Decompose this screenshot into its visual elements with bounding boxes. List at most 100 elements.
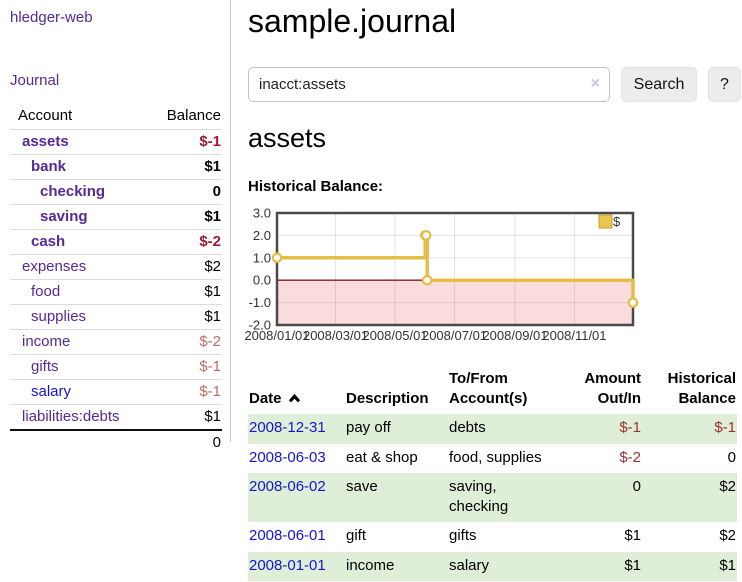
account-link-salary[interactable]: salary xyxy=(31,383,72,400)
chart-x-tick-label: 2008/09/01 xyxy=(482,328,547,343)
account-link-food[interactable]: food xyxy=(31,283,61,300)
cell-balance: $-1 xyxy=(714,419,736,437)
main-content: sample.journal × Search ? assets Histori… xyxy=(242,0,742,581)
chart-x-tick-label: 2008/01/01 xyxy=(244,328,309,343)
account-row: bank $1 xyxy=(10,154,222,180)
app-brand-link[interactable]: hledger-web xyxy=(10,9,93,26)
account-row: salary $-1 xyxy=(10,379,222,405)
cell-accounts: debts xyxy=(449,419,486,437)
register-header-amount: Amount Out/In xyxy=(584,369,641,408)
chart-y-tick-label: 3.0 xyxy=(253,205,271,220)
cell-amount: 0 xyxy=(632,477,641,495)
transaction-date-link[interactable]: 2008-06-01 xyxy=(249,527,326,545)
search-button[interactable]: Search xyxy=(621,67,697,103)
transaction-date-link[interactable]: 2008-06-02 xyxy=(249,477,326,495)
cell-accounts: food, supplies xyxy=(449,448,542,466)
search-row: × Search ? xyxy=(248,67,742,103)
chart-point xyxy=(420,229,432,241)
account-balance: $-1 xyxy=(144,379,222,405)
account-link-expenses[interactable]: expenses xyxy=(22,258,87,275)
account-balance: $-1 xyxy=(144,354,222,380)
cell-date: 2008-06-02 xyxy=(248,473,345,523)
account-balance: 0 xyxy=(144,179,222,205)
accounts-table-header: Account Balance xyxy=(10,104,222,130)
account-row: cash $-2 xyxy=(10,229,222,255)
chart-point xyxy=(421,274,433,286)
account-row: saving $1 xyxy=(10,204,222,230)
account-link-cash[interactable]: cash xyxy=(31,233,66,250)
cell-accounts: gifts xyxy=(449,527,477,545)
sidebar: hledger-web Journal Account Balance asse… xyxy=(0,0,231,455)
chart-border xyxy=(275,211,635,327)
chart-y-tick-label: 1.0 xyxy=(253,250,271,265)
chart-legend-label: $ xyxy=(613,214,621,229)
accounts-header-balance: Balance xyxy=(166,107,221,124)
register-header-row: Date Description To/From Account(s) Amou… xyxy=(248,367,737,415)
account-balance: $1 xyxy=(144,204,222,230)
register-header-balance: Historical Balance xyxy=(667,369,736,408)
cell-amount: $-1 xyxy=(619,419,641,437)
register-header-date[interactable]: Date xyxy=(248,367,345,415)
chart-label: Historical Balance: xyxy=(248,177,384,195)
account-balance: $-2 xyxy=(144,329,222,355)
chart-x-tick-label: 2008/05/01 xyxy=(362,328,427,343)
chart-y-tick-label: 2.0 xyxy=(253,228,271,243)
chart-negative-region xyxy=(277,280,633,325)
cell-balance: $2 xyxy=(719,477,736,495)
cell-description: income xyxy=(346,556,395,574)
account-row: income $-2 xyxy=(10,329,222,355)
accounts-header-account: Account xyxy=(18,107,73,124)
chart-legend-swatch xyxy=(598,214,613,229)
accounts-table: Account Balance assets $-1 bank $1 checking 0… xyxy=(10,104,222,455)
cell-date: 2008-06-01 xyxy=(248,522,345,551)
account-balance: $-2 xyxy=(144,229,222,255)
account-balance: $2 xyxy=(144,254,222,280)
register-header-accounts: To/From Account(s) xyxy=(449,369,528,408)
account-link-income[interactable]: income xyxy=(22,333,71,350)
search-input[interactable] xyxy=(248,67,610,103)
transaction-date-link[interactable]: 2008-01-01 xyxy=(249,556,326,574)
transaction-row: 2008-06-01 gift gifts $1 $2 xyxy=(248,522,737,551)
cell-date: 2008-01-01 xyxy=(248,552,345,581)
chart-point xyxy=(271,252,283,263)
account-row: gifts $-1 xyxy=(10,354,222,380)
help-button[interactable]: ? xyxy=(708,67,741,103)
transaction-row: 2008-06-03 eat & shop food, supplies $-2 0 xyxy=(248,444,737,473)
account-link-checking[interactable]: checking xyxy=(40,183,106,200)
cell-amount: $1 xyxy=(624,556,641,574)
cell-date: 2008-12-31 xyxy=(248,414,345,443)
historical-balance-chart: $3.0 2.0 1.0 0.0 -1.0 -2.02008/01/012008/03/0… xyxy=(244,205,639,343)
account-row: liabilities:debts $1 xyxy=(10,404,222,430)
account-balance: $-1 xyxy=(144,129,222,155)
account-link-supplies[interactable]: supplies xyxy=(31,308,87,325)
chart-x-tick-label: 2008/03/01 xyxy=(303,328,368,343)
account-link-bank[interactable]: bank xyxy=(31,158,67,175)
transaction-date-link[interactable]: 2008-06-03 xyxy=(249,448,326,466)
clear-search-icon[interactable]: × xyxy=(590,75,600,93)
accounts-total-value: 0 xyxy=(144,429,222,455)
chart-x-tick-label: 2008/07/01 xyxy=(422,328,487,343)
account-link-assets[interactable]: assets xyxy=(22,133,69,150)
chart-y-tick-label: -1.0 xyxy=(249,295,271,310)
account-row: expenses $2 xyxy=(10,254,222,280)
account-link-saving[interactable]: saving xyxy=(40,208,88,225)
search-field-wrap: × xyxy=(248,67,610,103)
account-row: checking 0 xyxy=(10,179,222,205)
chart-point xyxy=(627,297,639,308)
cell-amount: $-2 xyxy=(619,448,641,466)
cell-balance: $2 xyxy=(719,527,736,545)
account-link-liabilities-debts[interactable]: liabilities:debts xyxy=(22,408,120,425)
account-row: assets $-1 xyxy=(10,129,222,155)
cell-description: eat & shop xyxy=(346,448,418,466)
cell-description: save xyxy=(346,477,378,495)
cell-accounts: salary xyxy=(449,556,490,574)
account-link-gifts[interactable]: gifts xyxy=(31,358,59,375)
transaction-row: 2008-01-01 income salary $1 $1 xyxy=(248,551,737,581)
accounts-total-spacer xyxy=(10,429,145,455)
page-title: sample.journal xyxy=(248,3,457,39)
sidebar-item-journal[interactable]: Journal xyxy=(10,72,60,89)
account-balance: $1 xyxy=(144,404,222,430)
transaction-date-link[interactable]: 2008-12-31 xyxy=(249,419,326,437)
account-balance: $1 xyxy=(144,279,222,305)
account-row: supplies $1 xyxy=(10,304,222,330)
